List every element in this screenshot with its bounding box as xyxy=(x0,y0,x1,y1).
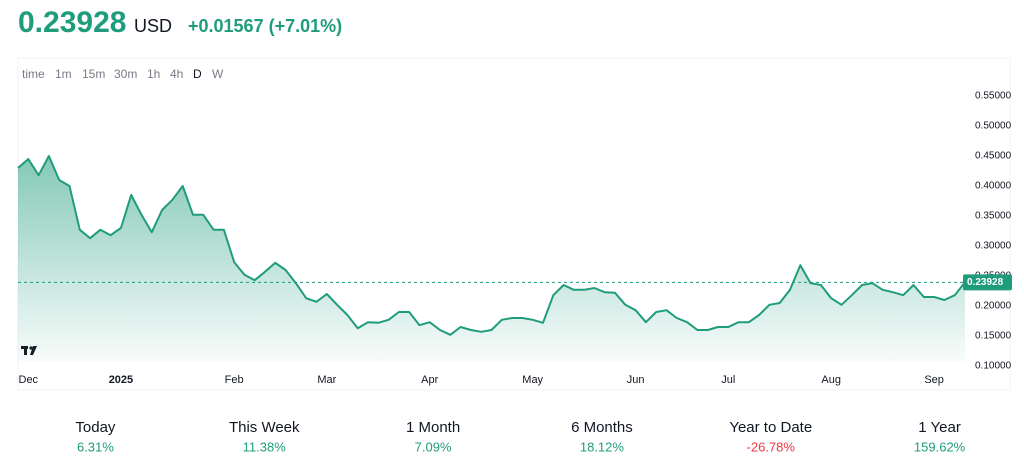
y-tick-label: 0.20000 xyxy=(975,301,1012,312)
interval-button[interactable]: 15m xyxy=(82,67,105,81)
y-tick-label: 0.10000 xyxy=(975,361,1012,372)
x-tick-label: Aug xyxy=(821,374,841,386)
interval-button[interactable]: 30m xyxy=(114,67,137,81)
currency: USD xyxy=(134,16,172,36)
period-label: 1 Year xyxy=(918,419,961,436)
price-badge-label: 0.23928 xyxy=(967,277,1004,288)
x-tick-label: Sep xyxy=(924,374,944,386)
price-line xyxy=(17,155,966,336)
period-change: 7.09% xyxy=(415,439,452,454)
interval-button[interactable]: 4h xyxy=(170,67,183,81)
interval-button[interactable]: W xyxy=(212,67,224,81)
interval-button[interactable]: time xyxy=(22,67,45,81)
period-label: 1 Month xyxy=(406,419,460,436)
x-tick-label: Apr xyxy=(421,374,438,386)
y-tick-label: 0.45000 xyxy=(975,151,1012,162)
y-tick-label: 0.50000 xyxy=(975,121,1012,132)
period-label: This Week xyxy=(229,419,300,436)
period-label: 6 Months xyxy=(571,419,633,436)
x-tick-label: Jun xyxy=(627,374,645,386)
period-change: 11.38% xyxy=(243,439,287,454)
period-change: 6.31% xyxy=(77,439,114,454)
interval-button[interactable]: D xyxy=(193,67,202,81)
x-tick-label: Feb xyxy=(225,374,244,386)
x-tick-label: 2025 xyxy=(109,374,133,386)
period-change: 159.62% xyxy=(914,439,966,454)
y-tick-label: 0.40000 xyxy=(975,181,1012,192)
price: 0.23928 xyxy=(18,6,126,39)
price-badge xyxy=(963,274,1012,291)
period-change: -26.78% xyxy=(747,439,796,454)
x-tick-label: Dec xyxy=(19,374,39,386)
y-tick-label: 0.55000 xyxy=(975,91,1012,102)
x-tick-label: May xyxy=(522,374,543,386)
period-label: Year to Date xyxy=(729,419,812,436)
period-change: 18.12% xyxy=(580,439,625,454)
interval-button[interactable]: 1m xyxy=(55,67,72,81)
y-tick-label: 0.30000 xyxy=(975,241,1012,252)
x-tick-label: Jul xyxy=(721,374,735,386)
area-fill xyxy=(18,156,965,362)
y-tick-label: 0.15000 xyxy=(975,331,1012,342)
price-change: +0.01567 (+7.01%) xyxy=(188,16,342,36)
x-tick-label: Mar xyxy=(317,374,336,386)
interval-button[interactable]: 1h xyxy=(147,67,160,81)
y-tick-label: 0.35000 xyxy=(975,211,1012,222)
period-label: Today xyxy=(75,419,116,436)
